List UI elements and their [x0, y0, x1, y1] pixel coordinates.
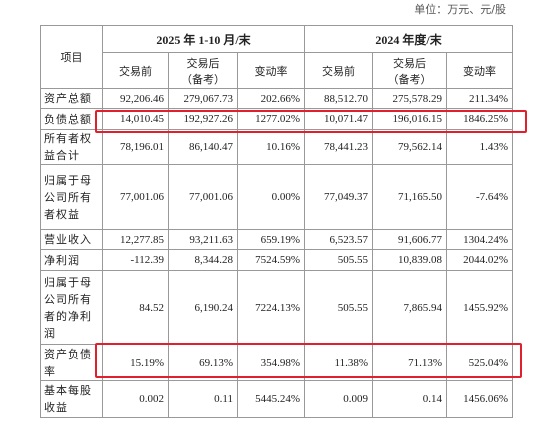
cell-value: 1277.02%	[236, 108, 306, 130]
cell-value: 1456.06%	[446, 380, 514, 418]
cell-value: 7524.59%	[236, 249, 306, 271]
cell-value: 77,049.37	[304, 164, 374, 230]
cell-value: 354.98%	[236, 344, 306, 381]
data-table: 项目 2025 年 1-10 月/末 2024 年度/末 交易前 交易后 （备考）…	[40, 25, 514, 418]
cell-value: 7224.13%	[236, 270, 306, 345]
cell-value: 2044.02%	[446, 249, 514, 271]
cell-value: 1304.24%	[446, 229, 514, 250]
cell-value: 11.38%	[304, 344, 374, 381]
row-label: 基本每股收益	[40, 380, 103, 418]
row-label: 归属于母公司所有者的净利润	[40, 270, 103, 345]
cell-value: 86,140.47	[168, 129, 238, 165]
row-label: 资产负债率	[40, 344, 103, 381]
cell-value: 88,512.70	[304, 88, 374, 109]
row-label: 资产总额	[40, 88, 103, 109]
sub-header: 交易后 （备考）	[168, 52, 238, 89]
cell-value: 505.55	[304, 249, 374, 271]
cell-value: 0.00%	[236, 164, 306, 230]
cell-value: 0.002	[102, 380, 169, 418]
row-label: 净利润	[40, 249, 103, 271]
cell-value: 5445.24%	[236, 380, 306, 418]
cell-value: 78,196.01	[102, 129, 169, 165]
sub-header: 交易后 （备考）	[372, 52, 448, 89]
sub-header: 交易前	[304, 52, 374, 89]
cell-value: 10,071.47	[304, 108, 374, 130]
table-row: 资产负债率 15.19% 69.13% 354.98% 11.38% 71.13% 525.…	[40, 344, 514, 381]
cell-value: 10.16%	[236, 129, 306, 165]
cell-value: 77,001.06	[102, 164, 169, 230]
cell-value: 1.43%	[446, 129, 514, 165]
cell-value: 12,277.85	[102, 229, 169, 250]
group-header: 2024 年度/末	[304, 25, 514, 53]
highlight-box	[95, 110, 527, 133]
sub-header: 变动率	[446, 52, 514, 89]
cell-value: 79,562.14	[372, 129, 448, 165]
cell-value: 211.34%	[446, 88, 514, 109]
cell-value: 6,190.24	[168, 270, 238, 345]
table-row: 归属于母公司所有者权益 77,001.06 77,001.06 0.00% 77,049…	[40, 164, 514, 230]
cell-value: 77,001.06	[168, 164, 238, 230]
cell-value: 659.19%	[236, 229, 306, 250]
cell-value: 1455.92%	[446, 270, 514, 345]
cell-value: 196,016.15	[372, 108, 448, 130]
row-label: 所有者权益合计	[40, 129, 103, 165]
cell-value: 7,865.94	[372, 270, 448, 345]
table-row: 归属于母公司所有者的净利润 84.52 6,190.24 7224.13% 505.55…	[40, 270, 514, 345]
cell-value: 275,578.29	[372, 88, 448, 109]
cell-value: 279,067.73	[168, 88, 238, 109]
row-label: 归属于母公司所有者权益	[40, 164, 103, 230]
cell-value: -7.64%	[446, 164, 514, 230]
cell-value: 0.11	[168, 380, 238, 418]
cell-value: 0.14	[372, 380, 448, 418]
table-row: 所有者权益合计 78,196.01 86,140.47 10.16% 78,441.23…	[40, 129, 514, 165]
table-row: 营业收入 12,277.85 93,211.63 659.19% 6,523.57 91,…	[40, 229, 514, 250]
table-row: 负债总额 14,010.45 192,927.26 1277.02% 10,071.47…	[40, 108, 514, 130]
cell-value: 505.55	[304, 270, 374, 345]
cell-value: 78,441.23	[304, 129, 374, 165]
cell-value: 71,165.50	[372, 164, 448, 230]
cell-value: 0.009	[304, 380, 374, 418]
cell-value: 93,211.63	[168, 229, 238, 250]
cell-value: 92,206.46	[102, 88, 169, 109]
sub-header: 变动率	[236, 52, 306, 89]
cell-value: 8,344.28	[168, 249, 238, 271]
highlight-box	[95, 343, 522, 378]
cell-value: 10,839.08	[372, 249, 448, 271]
corner-header: 项目	[40, 25, 103, 89]
cell-value: 71.13%	[372, 344, 448, 381]
row-label: 负债总额	[40, 108, 103, 130]
cell-value: 525.04%	[446, 344, 514, 381]
sub-header: 交易前	[102, 52, 169, 89]
table-row: 基本每股收益 0.002 0.11 5445.24% 0.009 0.14 1456.06%	[40, 380, 514, 418]
unit-note: 单位：万元、元/股	[414, 3, 506, 16]
table-row: 资产总额 92,206.46 279,067.73 202.66% 88,512.70 2…	[40, 88, 514, 109]
table-row: 净利润 -112.39 8,344.28 7524.59% 505.55 10,839.0…	[40, 249, 514, 271]
group-header: 2025 年 1-10 月/末	[101, 25, 306, 53]
cell-value: 84.52	[102, 270, 169, 345]
cell-value: 15.19%	[102, 344, 169, 381]
row-label: 营业收入	[40, 229, 103, 250]
cell-value: 91,606.77	[372, 229, 448, 250]
cell-value: 6,523.57	[304, 229, 374, 250]
cell-value: -112.39	[102, 249, 169, 271]
cell-value: 202.66%	[236, 88, 306, 109]
cell-value: 192,927.26	[168, 108, 238, 130]
